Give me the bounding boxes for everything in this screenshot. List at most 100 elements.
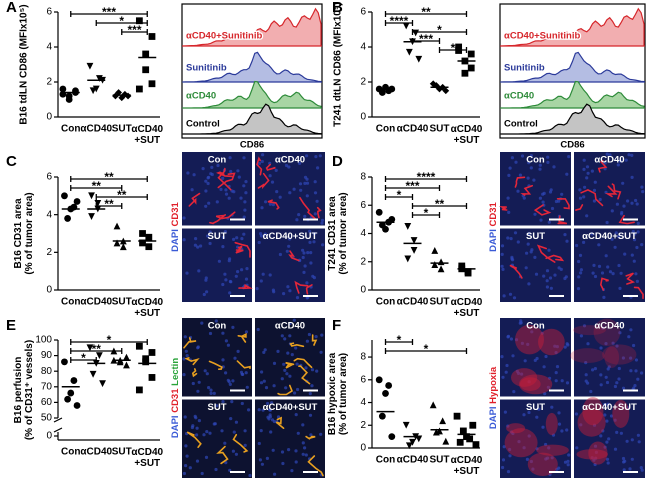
nucleus [589, 389, 593, 394]
data-point [464, 269, 472, 277]
nucleus [209, 388, 213, 392]
nucleus [292, 318, 296, 322]
nucleus [523, 359, 527, 363]
nucleus [310, 384, 314, 388]
tile-label: αCD40 [275, 155, 305, 166]
nucleus [214, 467, 218, 472]
data-point [89, 87, 97, 95]
data-point [405, 48, 413, 56]
nucleus [636, 230, 640, 234]
nucleus [271, 448, 275, 452]
nucleus [527, 161, 531, 165]
nucleus [636, 433, 641, 437]
nucleus [533, 255, 537, 259]
micrograph-tile [182, 152, 252, 226]
data-point [123, 353, 130, 361]
x-tick-label: SUT [430, 455, 450, 466]
nucleus [616, 163, 620, 167]
nucleus [542, 274, 546, 278]
stain-name: DAPI [488, 229, 499, 252]
stain-name: CD31 [170, 388, 181, 413]
nucleus [538, 167, 542, 171]
nucleus [224, 461, 228, 465]
x-tick-label: Con [61, 447, 80, 458]
y-tick-label: 6 [46, 7, 52, 18]
nucleus [270, 180, 275, 184]
nucleus [501, 267, 505, 271]
nucleus [586, 342, 590, 346]
stain-name: CD31 [170, 201, 181, 226]
y-axis-label: T241 CD31 area [327, 196, 338, 271]
nucleus [548, 472, 552, 477]
nucleus [630, 457, 634, 461]
data-point [142, 66, 150, 74]
nucleus [285, 249, 289, 253]
nucleus [312, 240, 316, 244]
histogram-curve [501, 80, 645, 109]
nucleus [500, 244, 505, 248]
nucleus [522, 196, 526, 200]
nucleus [201, 167, 205, 171]
tile-label: αCD40 [594, 321, 624, 332]
vessel [305, 435, 316, 440]
nucleus [566, 459, 570, 463]
tile-label: αCD40+SUT [263, 402, 318, 413]
histogram-label: αCD40 [504, 91, 534, 102]
nucleus [281, 461, 285, 466]
nucleus [533, 212, 537, 216]
nucleus [297, 213, 301, 217]
y-axis-label: (% of tumor area) [338, 192, 349, 274]
x-tick-label: αCD40 +SUT [131, 447, 163, 469]
data-point [409, 438, 416, 446]
nucleus [280, 450, 285, 454]
nucleus [314, 155, 318, 159]
nucleus [200, 321, 204, 325]
nucleus [183, 335, 187, 339]
histogram-label: αCD40+Sunitinib [186, 31, 263, 42]
nucleus [501, 375, 505, 379]
y-tick-label: 100 [35, 335, 52, 346]
data-point [388, 215, 396, 223]
stain-label: DAPI CD31 [488, 201, 499, 251]
nucleus [228, 382, 232, 386]
histogram-curve [183, 80, 322, 109]
nucleus [611, 341, 615, 345]
data-point [145, 243, 153, 251]
hypoxia-area [576, 449, 608, 460]
nucleus [629, 328, 633, 332]
nucleus [288, 289, 292, 293]
nucleus [590, 456, 594, 460]
data-point [436, 85, 443, 93]
nucleus [606, 265, 610, 269]
significance-label: * [119, 14, 124, 28]
nucleus [294, 346, 298, 350]
nucleus [594, 450, 599, 454]
nucleus [613, 447, 618, 451]
axis-break [53, 417, 63, 423]
nucleus [267, 417, 271, 421]
nucleus [209, 391, 213, 395]
nucleus [508, 447, 512, 452]
nucleus [546, 160, 550, 164]
data-point [404, 255, 412, 263]
nucleus [212, 391, 216, 395]
nucleus [513, 231, 518, 235]
nucleus [276, 349, 280, 353]
vessel [232, 433, 249, 453]
nucleus [557, 466, 561, 470]
nucleus [305, 181, 310, 185]
nucleus [227, 380, 231, 384]
nucleus [555, 365, 560, 369]
nucleus [309, 433, 313, 437]
histogram-label: Control [504, 119, 538, 130]
nucleus [604, 375, 608, 379]
nucleus [577, 259, 581, 264]
nucleus [224, 371, 228, 375]
nucleus [242, 215, 246, 219]
nucleus [597, 243, 601, 247]
tile-label: αCD40+SUT [263, 231, 318, 242]
y-axis-label: B16 hypoxic area [327, 352, 338, 435]
nucleus [599, 383, 603, 387]
nucleus [308, 413, 313, 417]
nucleus [302, 270, 306, 274]
